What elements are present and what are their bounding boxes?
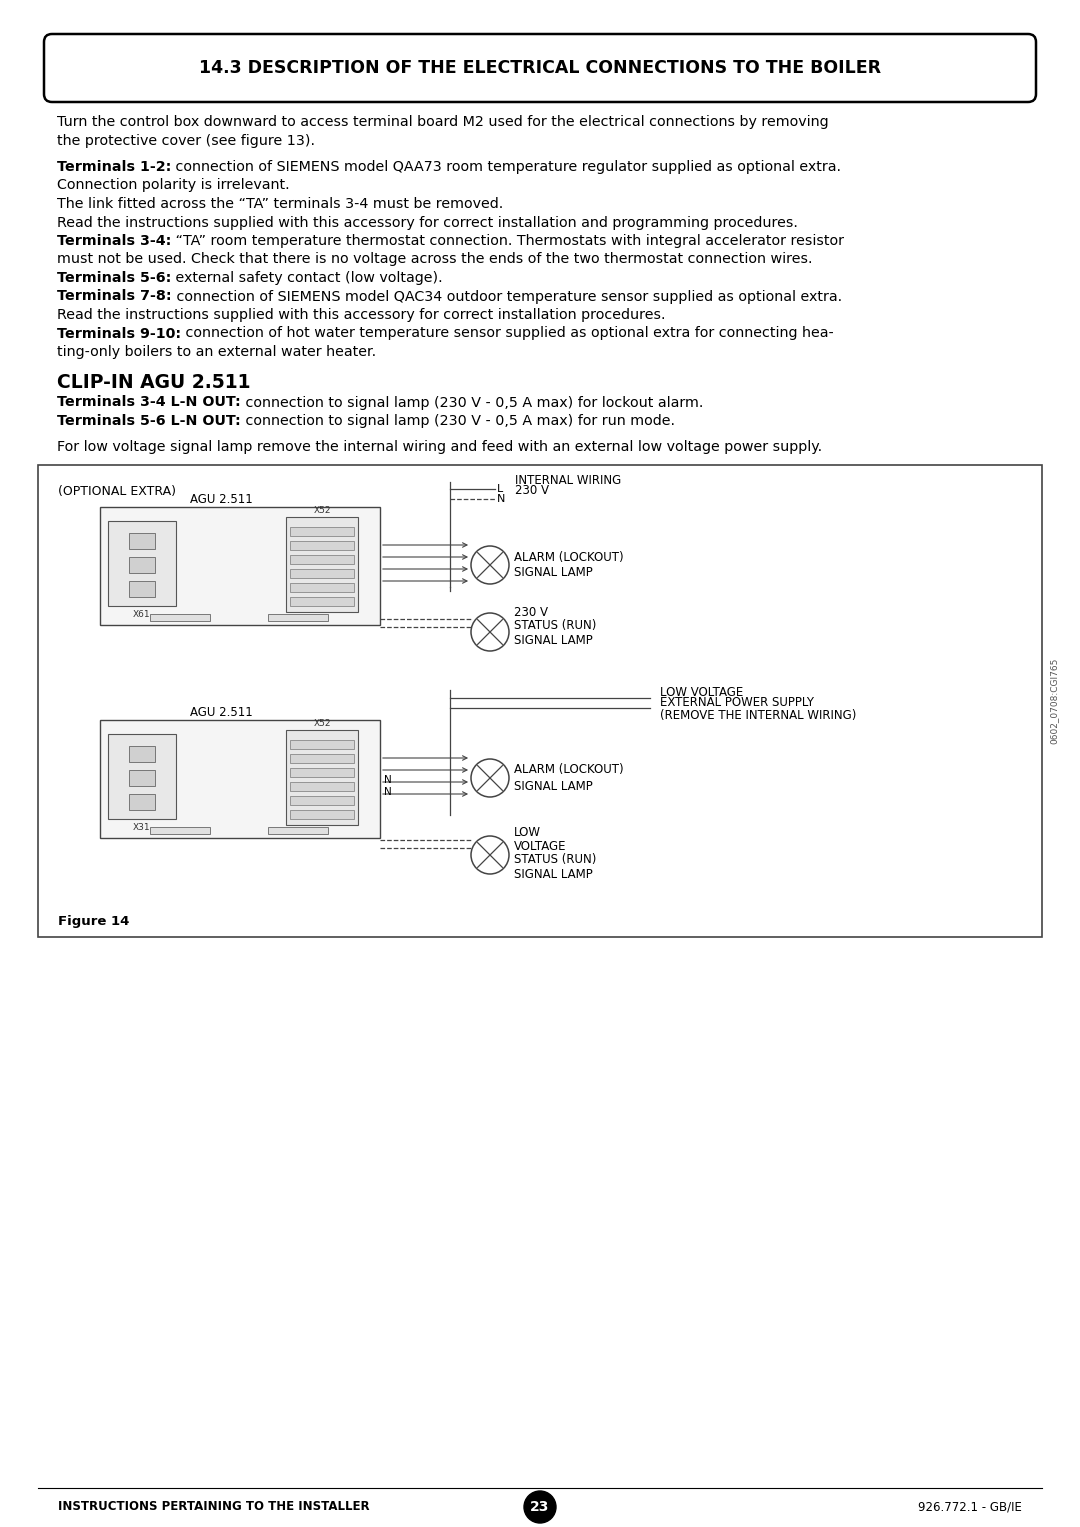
Bar [129,747,156,762]
Text: VOLTAGE: VOLTAGE [514,840,567,852]
Text: STATUS (RUN): STATUS (RUN) [514,854,596,866]
Bar [291,554,354,563]
Text: X52: X52 [313,505,330,515]
Text: For low voltage signal lamp remove the internal wiring and feed with an external: For low voltage signal lamp remove the i… [57,440,822,455]
Text: Turn the control box downward to access terminal board M2 used for the electrica: Turn the control box downward to access … [57,115,828,128]
Bar [291,583,354,592]
Text: 0602_0708:CGI765: 0602_0708:CGI765 [1050,658,1058,744]
Text: INTERNAL WIRING: INTERNAL WIRING [515,473,621,487]
Bar [268,828,328,834]
Text: Terminals 5-6 L-N OUT:: Terminals 5-6 L-N OUT: [57,414,241,428]
Text: N: N [497,495,505,504]
FancyBboxPatch shape [44,34,1036,102]
Text: INSTRUCTIONS PERTAINING TO THE INSTALLER: INSTRUCTIONS PERTAINING TO THE INSTALLER [58,1501,369,1513]
Text: SIGNAL LAMP: SIGNAL LAMP [514,867,593,881]
Text: ting-only boilers to an external water heater.: ting-only boilers to an external water h… [57,345,376,359]
Text: Terminals 7-8:: Terminals 7-8: [57,290,172,304]
Text: LOW: LOW [514,826,541,840]
Text: SIGNAL LAMP: SIGNAL LAMP [514,567,593,580]
Text: Connection polarity is irrelevant.: Connection polarity is irrelevant. [57,179,289,192]
Bar [291,597,354,606]
Bar [291,782,354,791]
Text: AGU 2.511: AGU 2.511 [190,493,253,505]
Text: (OPTIONAL EXTRA): (OPTIONAL EXTRA) [58,486,176,498]
Bar [286,518,357,612]
Text: (REMOVE THE INTERNAL WIRING): (REMOVE THE INTERNAL WIRING) [660,710,856,722]
Bar [108,734,176,818]
Text: L: L [497,484,503,495]
Text: 14.3 DESCRIPTION OF THE ELECTRICAL CONNECTIONS TO THE BOILER: 14.3 DESCRIPTION OF THE ELECTRICAL CONNE… [199,60,881,76]
Text: 23: 23 [530,1500,550,1513]
Bar [129,770,156,786]
Text: Terminals 5-6:: Terminals 5-6: [57,270,172,286]
Bar [150,828,210,834]
Text: “TA” room temperature thermostat connection. Thermostats with integral accelerat: “TA” room temperature thermostat connect… [172,234,845,247]
Text: external safety contact (low voltage).: external safety contact (low voltage). [172,270,443,286]
Text: ALARM (LOCKOUT): ALARM (LOCKOUT) [514,764,623,777]
Text: connection of hot water temperature sensor supplied as optional extra for connec: connection of hot water temperature sens… [181,327,834,341]
Bar [150,614,210,621]
Bar [291,796,354,805]
Text: ALARM (LOCKOUT): ALARM (LOCKOUT) [514,551,623,563]
Text: the protective cover (see figure 13).: the protective cover (see figure 13). [57,133,315,148]
Text: SIGNAL LAMP: SIGNAL LAMP [514,779,593,793]
Bar [268,614,328,621]
Text: X31: X31 [133,823,151,832]
Text: LOW VOLTAGE: LOW VOLTAGE [660,686,743,698]
Text: must not be used. Check that there is no voltage across the ends of the two ther: must not be used. Check that there is no… [57,252,812,267]
Text: 926.772.1 - GB/IE: 926.772.1 - GB/IE [918,1501,1022,1513]
Bar [291,541,354,550]
Text: EXTERNAL POWER SUPPLY: EXTERNAL POWER SUPPLY [660,696,814,710]
Bar [291,741,354,750]
Bar [38,466,1042,938]
Text: N: N [384,776,392,785]
Text: Terminals 9-10:: Terminals 9-10: [57,327,181,341]
Text: connection to signal lamp (230 V - 0,5 A max) for run mode.: connection to signal lamp (230 V - 0,5 A… [241,414,675,428]
Text: connection of SIEMENS model QAA73 room temperature regulator supplied as optiona: connection of SIEMENS model QAA73 room t… [172,160,841,174]
Bar [291,768,354,777]
Text: connection to signal lamp (230 V - 0,5 A max) for lockout alarm.: connection to signal lamp (230 V - 0,5 A… [241,395,703,409]
Bar [129,794,156,809]
Text: Figure 14: Figure 14 [58,915,130,928]
Circle shape [524,1490,556,1522]
Bar [108,521,176,606]
Bar [129,557,156,573]
Text: Read the instructions supplied with this accessory for correct installation and : Read the instructions supplied with this… [57,215,798,229]
Text: The link fitted across the “TA” terminals 3-4 must be removed.: The link fitted across the “TA” terminal… [57,197,503,211]
Text: X61: X61 [133,609,151,618]
Text: 230 V: 230 V [515,484,549,498]
Bar [129,580,156,597]
Bar [100,721,380,838]
Bar [291,570,354,579]
Bar [291,527,354,536]
Text: Terminals 3-4 L-N OUT:: Terminals 3-4 L-N OUT: [57,395,241,409]
Bar [129,533,156,550]
Text: STATUS (RUN): STATUS (RUN) [514,620,596,632]
Text: Terminals 1-2:: Terminals 1-2: [57,160,172,174]
Text: 230 V: 230 V [514,606,548,618]
Bar [286,730,357,825]
Text: connection of SIEMENS model QAC34 outdoor temperature sensor supplied as optiona: connection of SIEMENS model QAC34 outdoo… [172,290,841,304]
Bar [100,507,380,625]
Text: AGU 2.511: AGU 2.511 [190,705,253,719]
Text: CLIP-IN AGU 2.511: CLIP-IN AGU 2.511 [57,374,251,392]
Text: N: N [384,786,392,797]
Text: Read the instructions supplied with this accessory for correct installation proc: Read the instructions supplied with this… [57,308,665,322]
Text: Terminals 3-4:: Terminals 3-4: [57,234,172,247]
Bar [291,809,354,818]
Text: X52: X52 [313,719,330,728]
Bar [291,754,354,764]
Text: SIGNAL LAMP: SIGNAL LAMP [514,634,593,646]
